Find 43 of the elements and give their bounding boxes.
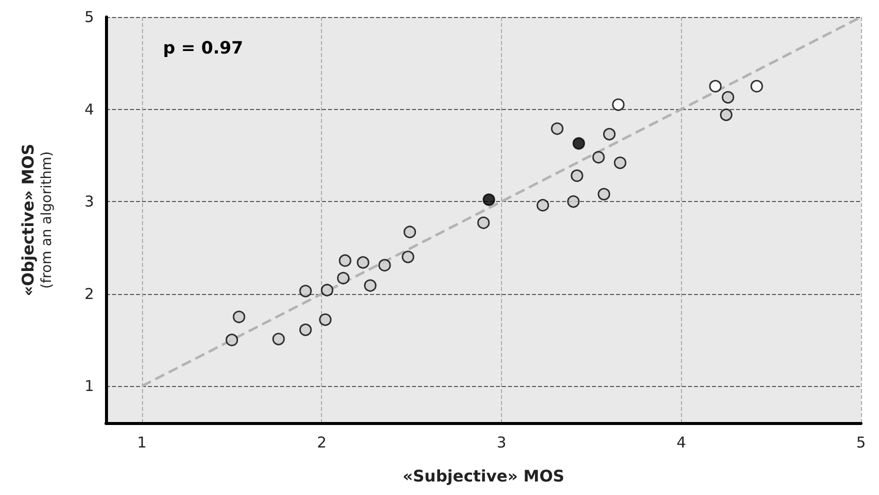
point: [482, 193, 496, 206]
point: [404, 226, 416, 238]
point: [364, 279, 376, 292]
point: [722, 91, 734, 104]
point: [536, 198, 550, 212]
point: [720, 108, 732, 122]
point: [572, 137, 586, 150]
point: [750, 80, 763, 92]
x-axis-title: «Subjective» MOS: [402, 466, 564, 486]
x-tick-label: 2: [316, 434, 326, 452]
point: [272, 332, 285, 346]
point: [402, 250, 414, 264]
point: [709, 80, 722, 92]
point: [320, 284, 334, 296]
y-tick-label: 2: [84, 284, 94, 303]
x-tick-label: 3: [496, 434, 506, 452]
y-tick-label: 1: [84, 377, 94, 396]
annotation: p = 0.97: [163, 38, 244, 58]
x-tick-label: 1: [137, 434, 147, 452]
y-axis-title: «Objective» MOS (from an algorithm): [18, 144, 55, 296]
point: [477, 216, 490, 230]
point: [550, 122, 564, 135]
y-tick-label: 4: [84, 100, 94, 118]
point: [378, 258, 391, 272]
y-tick-label: 3: [84, 192, 94, 211]
point: [592, 151, 605, 164]
x-tick-label: 4: [676, 434, 686, 452]
point: [612, 98, 625, 111]
y-tick-label: 5: [84, 8, 94, 26]
x-tick-label: 5: [856, 434, 866, 452]
point: [614, 156, 626, 170]
point: [226, 334, 238, 346]
point: [299, 324, 312, 336]
point: [319, 313, 332, 326]
point: [567, 195, 580, 208]
point: [356, 256, 370, 269]
point: [338, 254, 352, 267]
point: [299, 284, 312, 298]
point: [603, 128, 616, 140]
point: [337, 272, 350, 284]
point: [232, 310, 246, 324]
point: [598, 188, 610, 200]
point: [570, 169, 584, 182]
